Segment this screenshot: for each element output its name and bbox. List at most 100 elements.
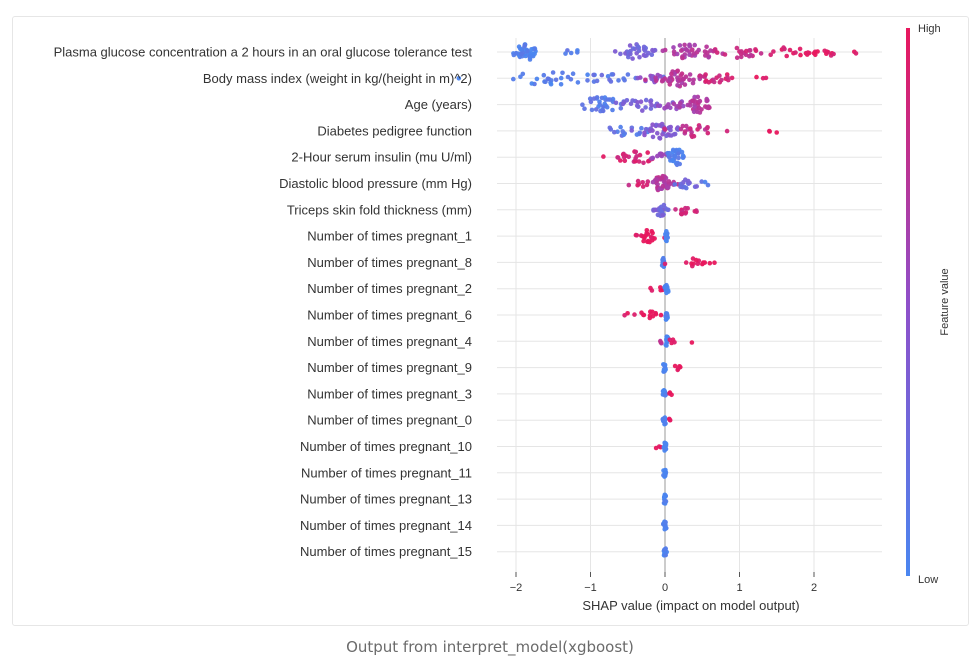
shap-point-2-11 [582,106,587,111]
feature-label-6: Triceps skin fold thickness (mm) [287,202,472,217]
shap-point-3-44 [647,128,653,134]
shap-point-0-134 [797,46,803,52]
shap-point-1-28 [591,72,596,78]
feature-label-7: Number of times pregnant_1 [307,229,472,244]
feature-label-18: Number of times pregnant_14 [300,518,472,533]
shap-point-4-66 [676,151,681,156]
shap-point-1-97 [669,71,674,77]
shap-point-10-12 [658,312,664,318]
shap-point-0-116 [722,52,728,57]
shap-point-3-46 [657,123,662,128]
shap-point-0-132 [734,45,740,51]
feature-label-17: Number of times pregnant_13 [300,492,472,507]
shap-point-1-39 [609,72,615,77]
shap-point-5-63 [685,178,691,184]
shap-point-0-81 [687,52,692,57]
shap-point-8-24 [689,261,694,266]
shap-point-4-63 [674,147,679,153]
shap-point-0-142 [771,49,776,54]
shap-point-5-3 [644,182,650,188]
shap-point-18-10 [662,526,667,532]
shap-point-15-2 [656,444,662,449]
shap-point-13-13 [661,388,667,394]
shap-point-3-70 [691,133,697,139]
shap-point-0-107 [679,48,684,53]
shap-point-0-42 [563,51,568,56]
shap-point-10-11 [653,311,659,317]
shap-point-18-13 [663,519,668,525]
shap-point-5-7 [640,184,646,189]
shap-point-2-21 [593,107,599,112]
shap-point-8-18 [683,260,689,265]
shap-point-0-109 [680,55,685,61]
shap-point-5-37 [665,185,671,190]
shap-point-3-38 [629,128,634,133]
shap-point-2-96 [694,109,700,115]
shap-point-0-93 [704,44,709,50]
shap-point-11-17 [663,342,669,348]
shap-point-0-32 [518,51,524,57]
shap-point-5-62 [678,184,683,190]
shap-point-3-52 [705,130,711,136]
shap-point-10-1 [622,313,627,318]
shap-point-5-36 [650,179,656,185]
shap-point-0-30 [529,47,534,52]
shap-point-12-16 [672,363,678,369]
shap-point-3-64 [662,126,667,131]
shap-point-0-53 [612,49,618,54]
shap-point-6-35 [683,205,688,211]
shap-point-2-66 [657,103,663,109]
shap-point-4-31 [658,151,663,156]
shap-point-0-72 [627,43,633,48]
shap-point-0-64 [637,54,642,60]
shap-point-10-29 [663,317,669,322]
shap-point-11-2 [658,340,664,345]
shap-point-9-5 [658,285,663,290]
shap-point-6-29 [673,207,678,212]
shap-point-5-61 [694,184,699,189]
shap-point-2-20 [610,107,615,113]
shap-point-0-157 [831,51,836,57]
shap-point-2-16 [591,96,597,101]
shap-point-0-140 [768,52,773,58]
shap-point-0-124 [748,52,754,58]
feature-label-14: Number of times pregnant_0 [307,413,472,428]
shap-point-0-158 [805,50,811,55]
shap-point-0-153 [815,49,820,54]
feature-label-11: Number of times pregnant_4 [307,334,472,349]
shap-point-4-65 [679,149,685,155]
shap-point-1-23 [520,71,526,77]
shap-point-0-68 [652,47,658,53]
shap-point-4-33 [650,155,656,161]
shap-point-5-48 [699,179,704,184]
shap-point-10-3 [632,312,637,317]
shap-point-3-74 [767,129,772,134]
shap-point-1-111 [729,75,735,81]
shap-point-5-4 [640,180,645,185]
shap-point-0-36 [511,52,517,58]
shap-point-4-55 [680,153,686,158]
colorbar-high-label: High [918,23,941,35]
shap-point-3-68 [695,127,700,132]
shap-point-17-11 [662,498,668,504]
shap-point-0-156 [813,52,818,58]
shap-point-4-32 [655,153,660,159]
shap-point-2-22 [580,102,585,107]
shap-point-2-6 [618,106,624,111]
shap-point-6-21 [660,213,665,218]
shap-point-7-20 [642,234,647,240]
shap-point-0-108 [684,48,690,53]
shap-point-2-29 [605,97,611,102]
feature-labels-layer: Plasma glucose concentration a 2 hours i… [54,45,473,560]
shap-point-0-73 [636,45,642,51]
shap-point-6-32 [683,210,689,215]
shap-point-4-21 [641,160,646,166]
shap-point-0-122 [702,49,708,54]
shap-point-2-42 [643,97,649,103]
shap-point-2-51 [634,103,640,108]
shap-point-0-131 [747,48,753,53]
shap-point-0-145 [781,45,786,50]
feature-label-0: Plasma glucose concentration a 2 hours i… [54,45,473,60]
shap-point-7-18 [641,238,646,244]
shap-point-1-81 [687,72,693,77]
